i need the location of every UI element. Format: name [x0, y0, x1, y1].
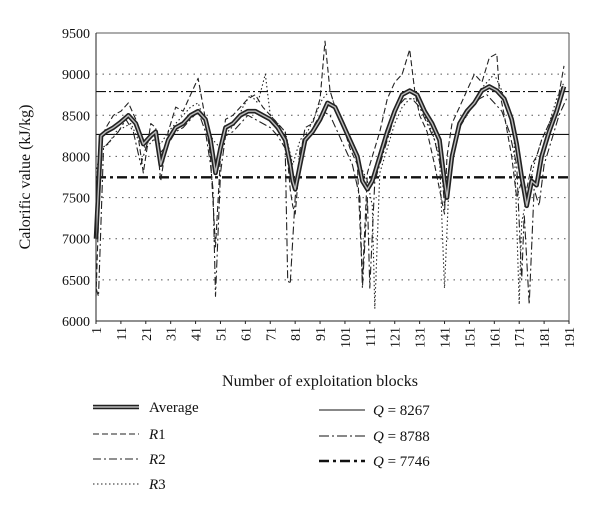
- y-tick-labels: 6000 6500 7000 7500 8000 8500 9000 9500: [62, 27, 90, 330]
- x-tick-label: 1: [90, 327, 105, 334]
- x-axis-label: Number of exploitation blocks: [222, 373, 418, 390]
- x-tick-label: 71: [264, 327, 279, 341]
- y-tick-label: 9500: [62, 27, 90, 42]
- x-tick-label: 81: [289, 327, 304, 341]
- gridlines: [96, 73, 569, 281]
- legend-label: R1: [148, 427, 166, 443]
- x-tick-label: 101: [339, 327, 354, 348]
- x-tick-label: 51: [214, 327, 229, 341]
- x-tick-labels: 1 11 21 31 41 51 61 71 81 91 101 111 121 131 141 151 161…: [90, 321, 578, 348]
- y-tick-label: 6500: [62, 274, 90, 289]
- y-tick-label: 8500: [62, 109, 90, 124]
- legend-item-r1: R1: [93, 427, 166, 443]
- x-tick-label: 11: [115, 327, 130, 340]
- legend-item-r3: R3: [93, 477, 166, 493]
- legend-item-avg: Average: [93, 400, 199, 416]
- y-tick-label: 7500: [62, 192, 90, 207]
- x-tick-label: 41: [190, 327, 205, 341]
- x-tick-label: 21: [140, 327, 155, 341]
- legend-label: Q = 7746: [373, 454, 430, 470]
- data-series: [93, 40, 568, 310]
- y-tick-label: 9000: [62, 68, 90, 83]
- legend-item-q1: Q = 8267: [319, 403, 430, 419]
- x-tick-label: 141: [439, 327, 454, 348]
- series-r2: [95, 94, 568, 306]
- x-tick-label: 161: [488, 327, 503, 348]
- x-tick-label: 181: [538, 327, 553, 348]
- legend-label: Average: [149, 400, 199, 416]
- x-tick-label: 131: [414, 327, 429, 348]
- y-tick-label: 8000: [62, 150, 90, 165]
- x-tick-label: 151: [463, 327, 478, 348]
- legend-label: R3: [148, 477, 166, 493]
- reference-lines: [96, 91, 569, 179]
- x-tick-label: 191: [563, 327, 578, 348]
- x-tick-label: 121: [389, 327, 404, 348]
- x-tick-label: 31: [165, 327, 180, 341]
- y-axis-label: Calorific value (kJ/kg): [17, 105, 34, 250]
- legend-label: R2: [148, 452, 166, 468]
- x-tick-label: 111: [364, 327, 379, 347]
- legend-item-q3: Q = 7746: [319, 454, 430, 470]
- legend: Average R1 R2 R3 Q = 8267 Q = 8788 Q = 7746: [93, 400, 430, 493]
- x-tick-label: 171: [513, 327, 528, 348]
- y-tick-label: 6000: [62, 315, 90, 330]
- legend-label: Q = 8267: [373, 403, 430, 419]
- y-tick-label: 7000: [62, 233, 90, 248]
- x-tick-label: 91: [314, 327, 329, 341]
- legend-item-q2: Q = 8788: [319, 429, 430, 445]
- legend-item-r2: R2: [93, 452, 166, 468]
- x-tick-label: 61: [239, 327, 254, 341]
- legend-label: Q = 8788: [373, 429, 430, 445]
- series-avg: [95, 85, 565, 239]
- series-r1: [95, 40, 565, 297]
